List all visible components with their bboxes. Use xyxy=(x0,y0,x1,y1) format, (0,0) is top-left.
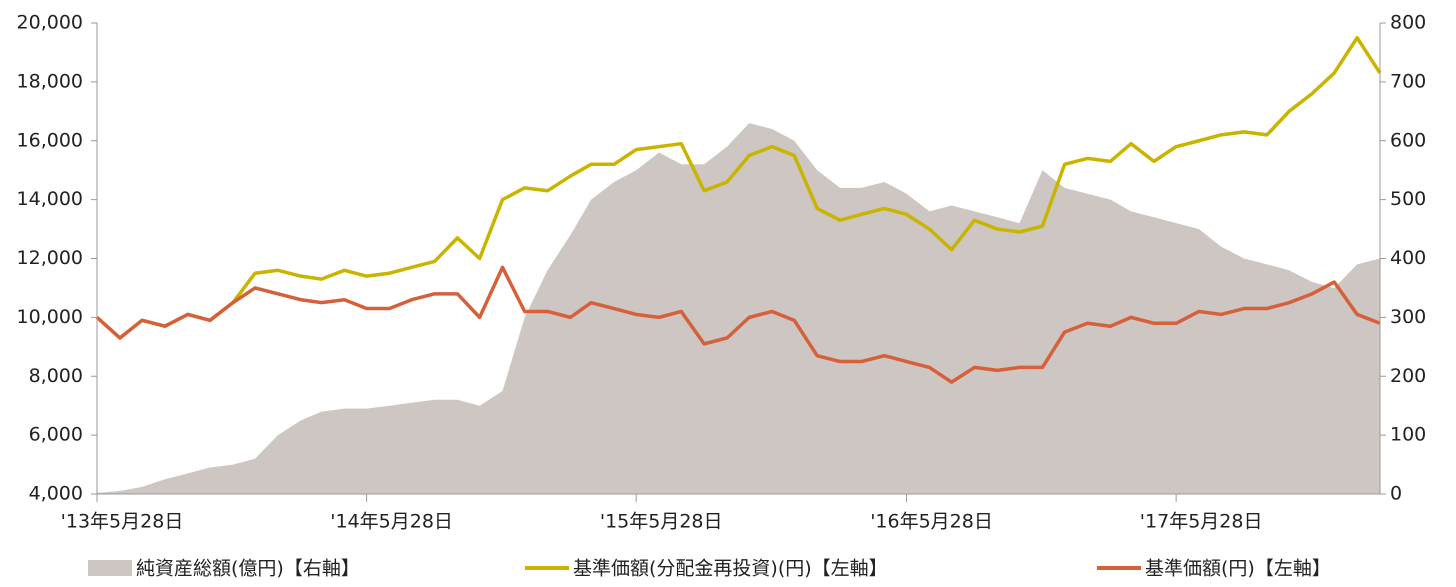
legend-label: 純資産総額(億円)【右軸】 xyxy=(136,558,360,580)
y-tick-label: 18,000 xyxy=(17,70,83,92)
legend-label: 基準価額(分配金再投資)(円)【左軸】 xyxy=(573,558,888,580)
y2-tick-label: 300 xyxy=(1390,306,1426,328)
line xyxy=(95,35,1382,340)
y-tick-label: 16,000 xyxy=(17,129,83,151)
y2-tick-label: 400 xyxy=(1390,247,1426,269)
y-tick-label: 20,000 xyxy=(17,12,83,34)
y2-tick-label: 600 xyxy=(1390,129,1426,151)
line xyxy=(95,265,1381,384)
y-tick-label: 12,000 xyxy=(17,247,83,269)
y2-tick-label: 800 xyxy=(1390,12,1426,34)
y-tick-label: 6,000 xyxy=(29,424,83,446)
y-tick-label: 4,000 xyxy=(29,483,83,505)
y2-tick-label: 500 xyxy=(1390,188,1426,210)
x-tick-label: '13年5月28日 xyxy=(61,511,184,533)
y-tick-label: 10,000 xyxy=(17,306,83,328)
x-tick-label: '17年5月28日 xyxy=(1140,511,1263,533)
y-tick-label: 14,000 xyxy=(17,188,83,210)
x-tick-label: '14年5月28日 xyxy=(330,511,453,533)
area xyxy=(97,123,1380,495)
legend-label: 基準価額(円)【左軸】 xyxy=(1145,558,1331,580)
legend-swatch xyxy=(88,560,132,576)
y2-tick-label: 100 xyxy=(1390,424,1426,446)
y2-tick-label: 200 xyxy=(1390,365,1426,387)
x-tick-label: '16年5月28日 xyxy=(870,511,993,533)
y2-tick-label: 700 xyxy=(1390,70,1426,92)
y2-tick-label: 0 xyxy=(1390,483,1402,505)
x-tick-label: '15年5月28日 xyxy=(600,511,723,533)
y-tick-label: 8,000 xyxy=(29,365,83,387)
